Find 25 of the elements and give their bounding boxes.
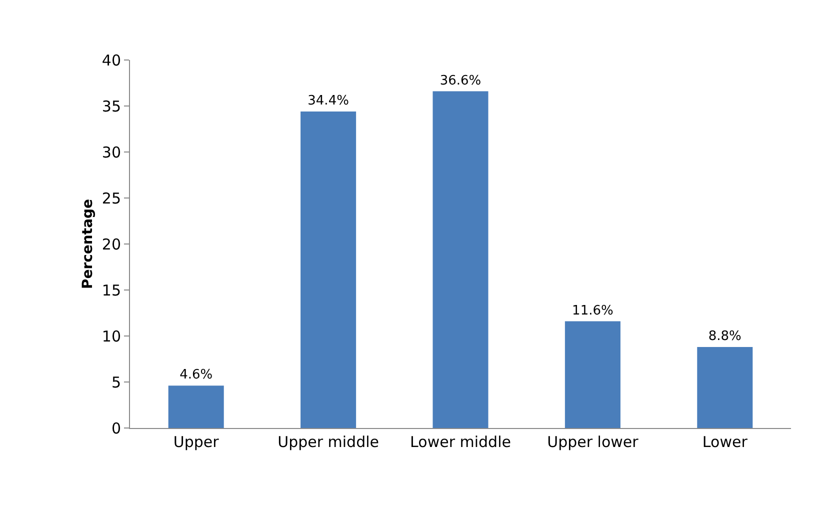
x-tick-label: Lower [702, 433, 748, 451]
y-tick-label: 10 [102, 327, 121, 346]
bar [168, 386, 224, 428]
y-tick-label: 40 [102, 51, 121, 70]
x-tick-label: Upper lower [547, 433, 640, 451]
data-label: 36.6% [440, 73, 482, 88]
data-label: 4.6% [180, 368, 213, 383]
data-label: 34.4% [308, 94, 349, 109]
y-tick-label: 25 [102, 189, 121, 208]
bar [432, 91, 488, 428]
y-tick-label: 0 [111, 419, 121, 438]
y-tick-label: 5 [111, 373, 121, 392]
y-tick-label: 30 [102, 143, 121, 162]
data-label: 11.6% [572, 303, 614, 318]
x-tick-label: Upper [173, 433, 220, 451]
bar [564, 321, 620, 428]
data-label: 8.8% [708, 329, 742, 344]
bar [300, 112, 356, 428]
y-axis-title: Percentage [80, 198, 96, 290]
y-tick-label: 35 [102, 97, 121, 116]
x-tick-label: Upper middle [278, 433, 380, 451]
bar [697, 347, 753, 428]
y-tick-label: 20 [102, 235, 121, 254]
x-tick-label: Lower middle [410, 433, 511, 451]
y-tick-label: 15 [102, 281, 121, 300]
